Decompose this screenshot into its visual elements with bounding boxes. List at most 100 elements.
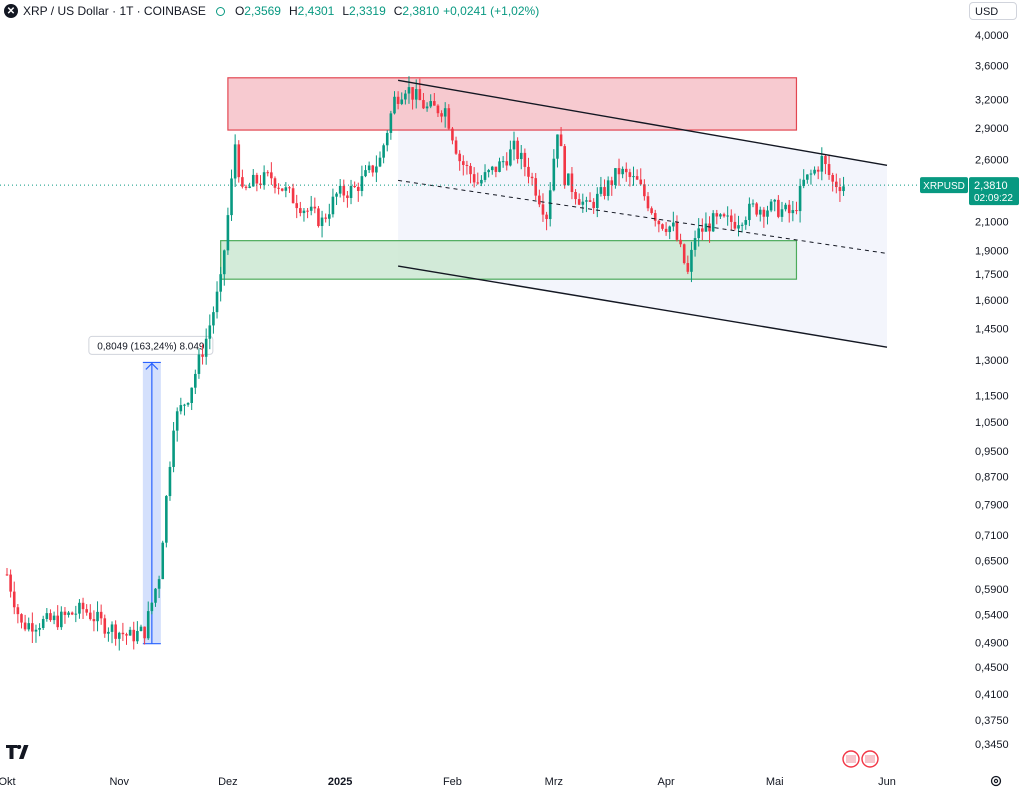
candle-body (85, 609, 88, 613)
candle-body (128, 629, 132, 636)
candle-body (385, 132, 389, 146)
candle-body (523, 152, 527, 167)
candle-body (197, 354, 201, 374)
candle-body (447, 108, 451, 129)
currency-button[interactable]: USD (969, 2, 1017, 20)
candle-body (791, 210, 795, 214)
candle-body (353, 185, 356, 187)
candle-body (404, 93, 407, 100)
candle-body (650, 208, 653, 214)
ohlc-value: 2,4301 (297, 4, 335, 18)
candle-body (204, 338, 208, 357)
candle-body (595, 193, 599, 209)
candle-body (541, 204, 545, 215)
candle-body (110, 624, 114, 632)
candle-body (67, 612, 70, 615)
ohlc-values: O2,3569 H2,4301 L2,3319 C2,3810 (235, 4, 443, 18)
y-axis-tick-label: 1,3000 (975, 355, 1009, 367)
y-axis-tick-label: 0,3750 (975, 715, 1009, 727)
candle-body (802, 179, 806, 187)
candle-body (81, 602, 85, 610)
candle-body (132, 629, 136, 642)
candle-body (396, 96, 400, 104)
candle-body (320, 217, 324, 227)
candle-body (306, 210, 309, 212)
candle-body (773, 199, 777, 202)
candle-body (614, 168, 617, 186)
y-axis-tick-label: 3,2000 (975, 95, 1009, 107)
candle-body (215, 291, 219, 313)
symbol-title[interactable]: XRP / US Dollar · 1T · COINBASE (23, 4, 206, 18)
candle-body (179, 405, 183, 412)
candle-body (661, 224, 664, 229)
candle-body (440, 113, 443, 117)
candle-body (324, 217, 327, 219)
candle-body (433, 101, 436, 106)
current-price-tag (969, 177, 1019, 206)
y-axis-tick-label: 0,4100 (975, 689, 1009, 701)
tradingview-logo-icon[interactable] (6, 745, 32, 759)
candle-body (530, 176, 534, 179)
candle-body (121, 632, 125, 635)
candle-body (88, 612, 92, 620)
candle-body (443, 108, 447, 117)
y-axis-tick-label: 0,4900 (975, 637, 1009, 649)
candle-body (277, 187, 280, 189)
flag-icon (846, 755, 856, 763)
candle-body (755, 203, 758, 215)
candle-body (52, 615, 56, 621)
candle-body (512, 140, 516, 150)
candle-body (302, 210, 306, 214)
candle-body (226, 215, 230, 251)
y-axis-tick-label: 1,6000 (975, 295, 1009, 307)
candle-body (255, 174, 259, 184)
candle-body (367, 165, 371, 171)
candle-body (697, 228, 700, 239)
countdown-value: 02:09:22 (974, 193, 1013, 204)
candle-body (639, 179, 643, 185)
candle-body (606, 180, 610, 196)
candle-body (280, 188, 284, 191)
candle-body (744, 220, 748, 225)
candle-body (12, 591, 16, 608)
y-axis-tick-label: 2,9000 (975, 123, 1009, 135)
candle-body (766, 210, 769, 217)
candle-body (487, 170, 490, 173)
candle-body (262, 172, 266, 186)
candle-body (585, 200, 588, 202)
candle-body (646, 196, 650, 209)
candle-body (45, 613, 49, 620)
candle-body (393, 96, 396, 114)
candle-body (715, 213, 719, 217)
price-change: +0,0241 (+1,02%) (443, 4, 540, 18)
candle-body (664, 228, 668, 233)
candle-body (78, 602, 81, 614)
candle-body (469, 165, 472, 175)
candle-body (824, 156, 827, 165)
candle-body (237, 144, 241, 178)
candle-body (161, 542, 165, 580)
candle-body (451, 128, 454, 141)
candle-body (328, 214, 331, 219)
candle-body (729, 215, 733, 222)
candle-body (813, 169, 816, 174)
channel-mid-line (398, 179, 888, 254)
candle-body (599, 187, 603, 194)
candle-body (628, 172, 632, 178)
candle-body (16, 607, 20, 615)
candle-body (418, 89, 422, 101)
candle-body (208, 325, 212, 339)
candle-body (675, 222, 679, 240)
candle-body (777, 199, 780, 217)
candle-body (784, 204, 787, 210)
candle-body (429, 101, 433, 107)
candle-body (635, 176, 639, 180)
candle-body (364, 170, 367, 177)
candle-body (454, 140, 458, 154)
symbol-price-tag (920, 177, 968, 194)
gear-icon[interactable] (990, 775, 1002, 787)
candle-body (335, 193, 338, 197)
candle-body (248, 186, 251, 188)
